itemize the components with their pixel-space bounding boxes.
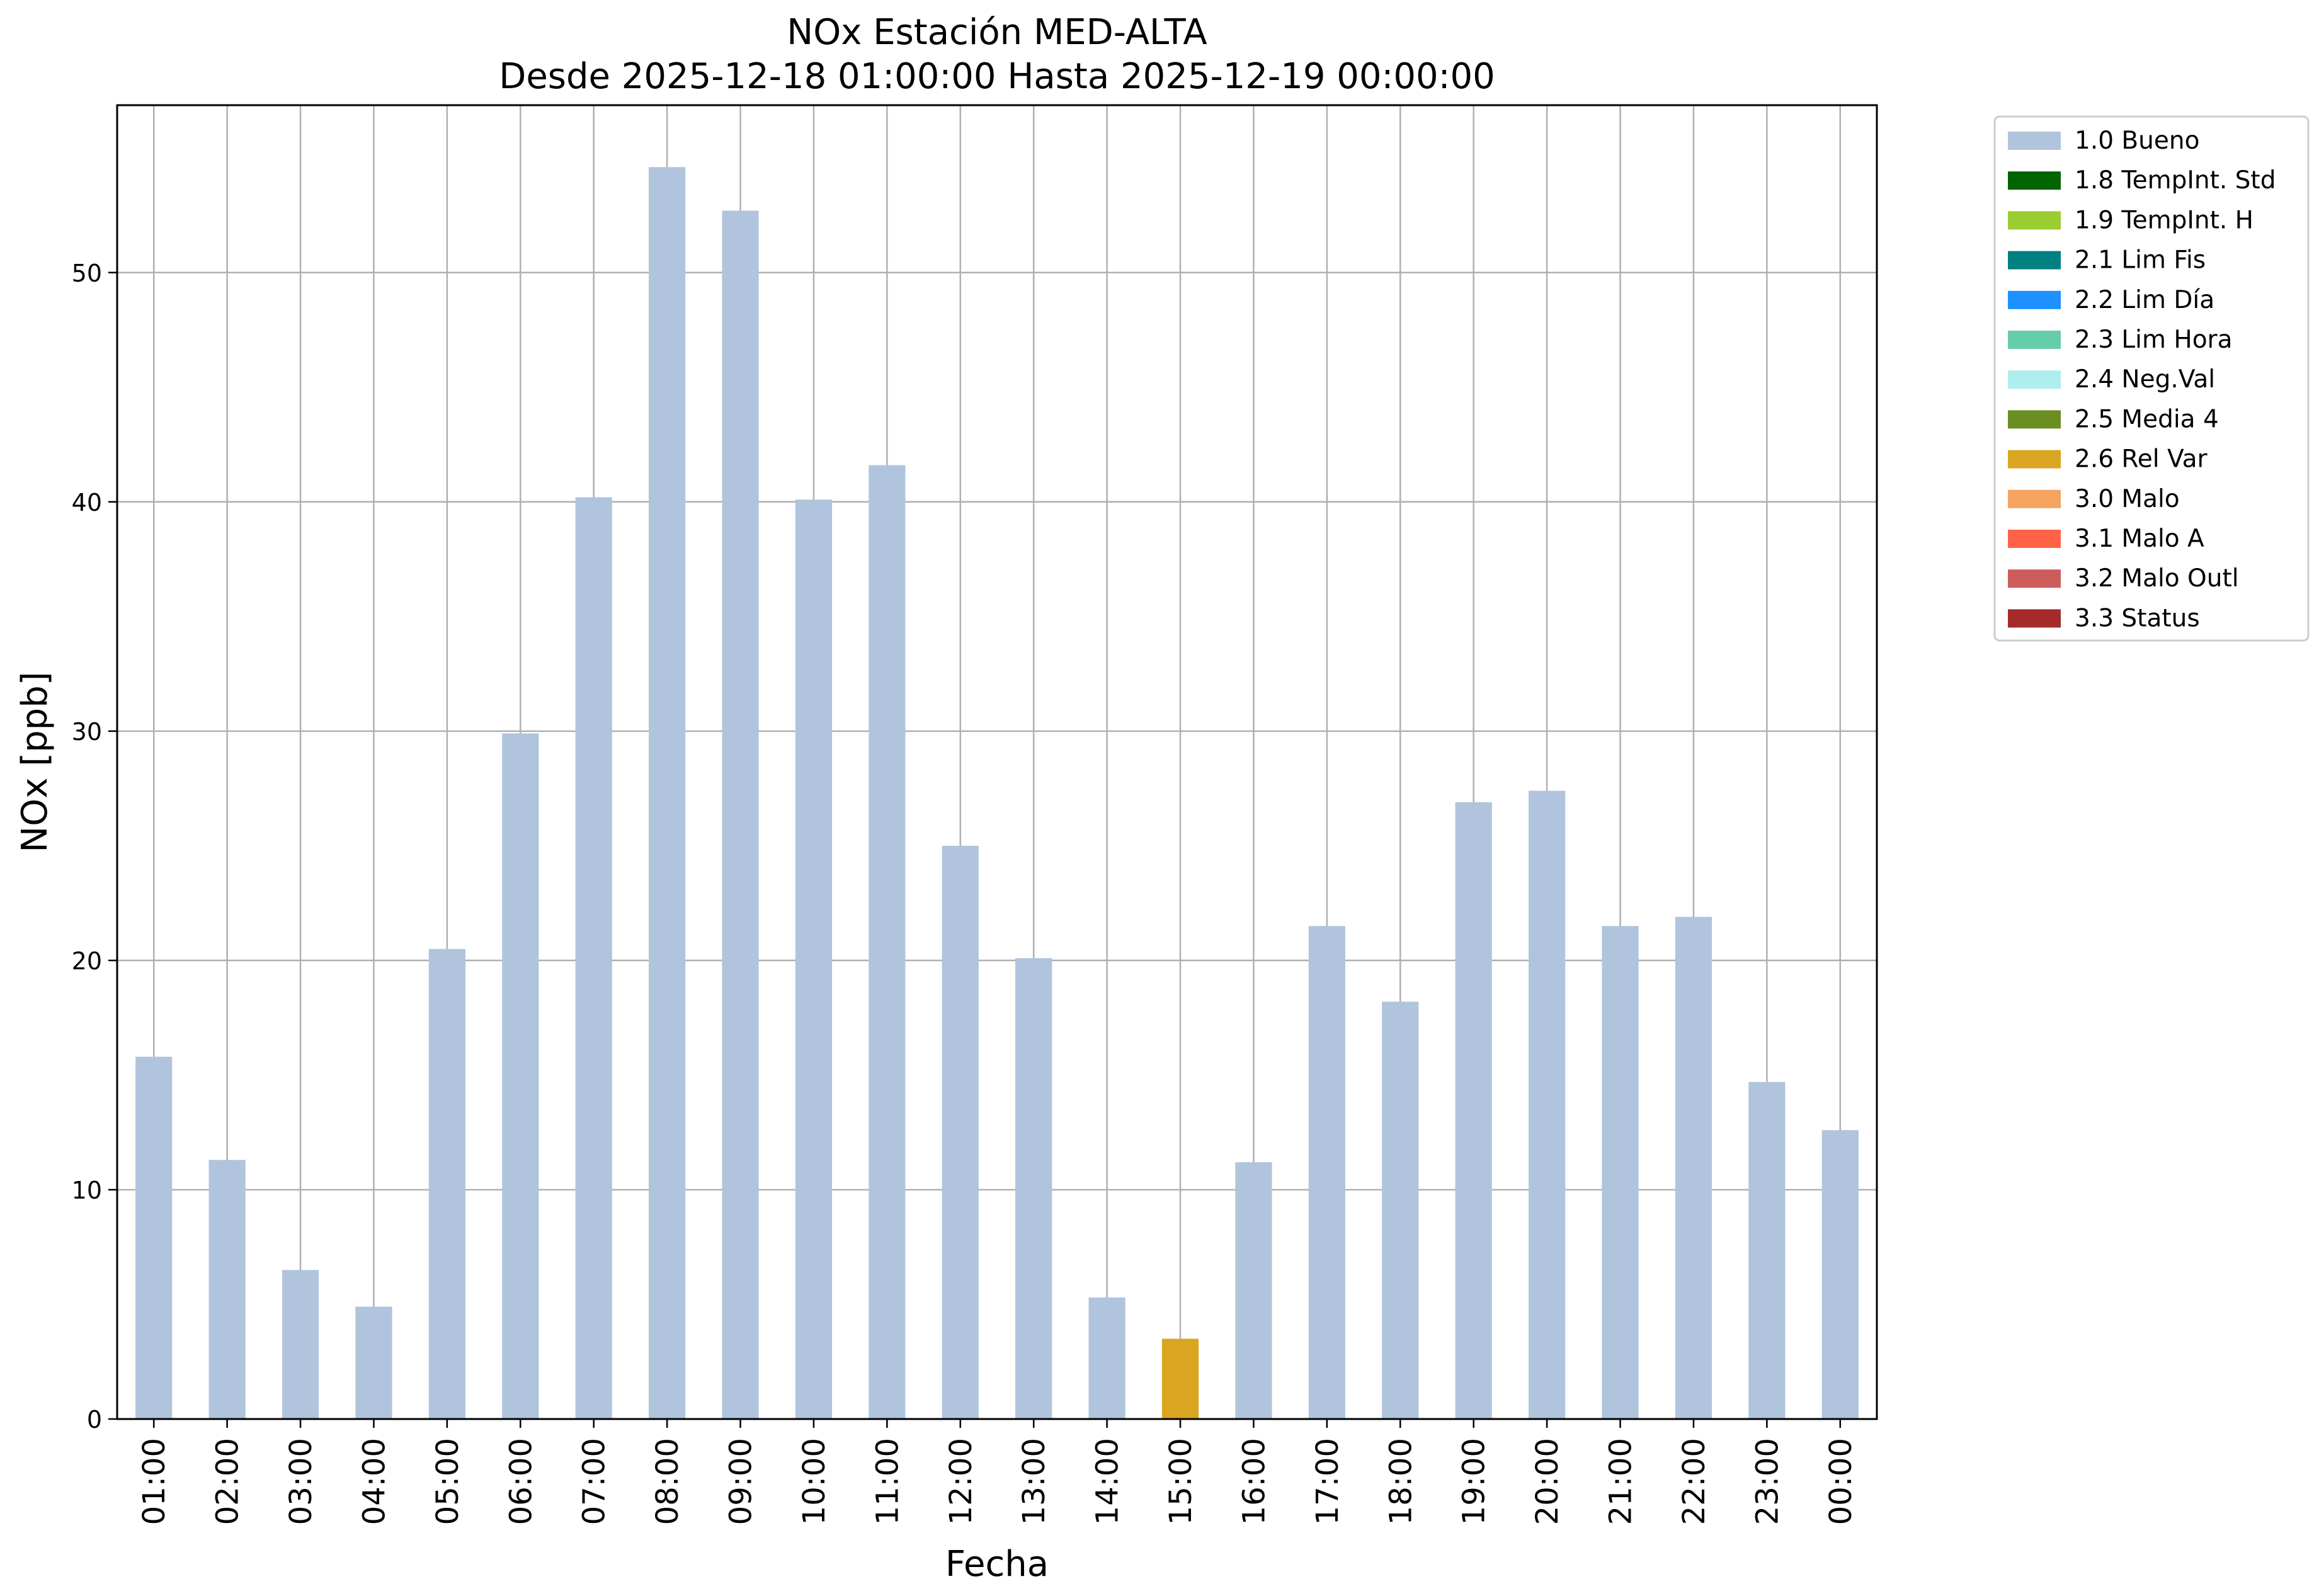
x-tick-label: 15:00 [1163, 1438, 1199, 1525]
bar [282, 1270, 319, 1419]
y-tick-label: 40 [72, 489, 102, 516]
bar [135, 1056, 173, 1419]
x-tick-label: 08:00 [650, 1438, 685, 1525]
bar [722, 210, 759, 1420]
legend-label: 3.3 Status [2075, 604, 2200, 632]
legend-swatch [2008, 609, 2061, 628]
y-tick-label: 50 [72, 259, 102, 287]
bar [1235, 1162, 1272, 1419]
x-axis-label: Fecha [945, 1544, 1049, 1585]
bar [1821, 1130, 1859, 1419]
x-tick-label: 07:00 [577, 1438, 612, 1525]
legend-label: 1.8 TempInt. Std [2075, 166, 2276, 195]
x-tick-label: 20:00 [1530, 1438, 1565, 1525]
x-tick-label: 12:00 [943, 1438, 979, 1525]
legend-box [1993, 115, 2310, 642]
x-tick-label: 21:00 [1604, 1438, 1639, 1525]
bar [1015, 958, 1052, 1419]
y-axis: 0 10 20 30 40 50 [72, 259, 117, 1434]
legend-swatch [2008, 331, 2061, 349]
bar [1161, 1338, 1199, 1419]
x-tick-label: 14:00 [1090, 1438, 1125, 1525]
bar [1529, 790, 1566, 1419]
bar [1675, 916, 1712, 1419]
legend-label: 1.9 TempInt. H [2075, 206, 2253, 234]
legend-label: 2.4 Neg.Val [2075, 365, 2215, 394]
bar [355, 1306, 392, 1419]
legend-swatch [2008, 489, 2061, 508]
x-tick-label: 17:00 [1310, 1438, 1345, 1525]
legend-swatch [2008, 370, 2061, 389]
x-tick-label: 02:00 [210, 1438, 246, 1525]
legend-label: 2.2 Lim Día [2075, 286, 2214, 314]
x-tick-label: 19:00 [1457, 1438, 1492, 1525]
y-tick-label: 0 [87, 1406, 102, 1434]
bar [795, 499, 833, 1419]
plot-frame [116, 104, 1878, 1420]
x-tick-label: 16:00 [1236, 1438, 1272, 1525]
x-tick-label: 06:00 [503, 1438, 538, 1525]
x-tick-label: 03:00 [283, 1438, 319, 1525]
bar [1088, 1297, 1125, 1419]
legend-label: 2.6 Rel Var [2075, 445, 2208, 474]
legend-swatch [2008, 530, 2061, 548]
x-tick-label: 04:00 [356, 1438, 392, 1525]
x-tick-label: 22:00 [1677, 1438, 1712, 1525]
bar [1308, 926, 1345, 1419]
x-tick-label: 23:00 [1750, 1438, 1785, 1525]
bar [575, 497, 612, 1419]
x-tick-label: 01:00 [137, 1438, 172, 1525]
legend-label: 2.3 Lim Hora [2075, 326, 2233, 354]
bar [1748, 1081, 1786, 1419]
legend-swatch [2008, 569, 2061, 588]
x-tick-label: 10:00 [797, 1438, 832, 1525]
y-axis-label: NOx [ppb] [14, 671, 55, 852]
bar [208, 1160, 246, 1419]
x-tick-label: 09:00 [724, 1438, 759, 1525]
bar [1382, 1001, 1419, 1419]
legend-swatch [2008, 171, 2061, 190]
legend-swatch [2008, 251, 2061, 270]
chart-title: NOx Estación MED-ALTA [787, 12, 1207, 53]
bar [1602, 926, 1639, 1419]
legend-label: 2.1 Lim Fis [2075, 246, 2206, 275]
bars [135, 167, 1859, 1420]
legend: 1.0 Bueno 1.8 TempInt. Std 1.9 TempInt. H 2… [1993, 115, 2310, 642]
legend-swatch [2008, 410, 2061, 429]
x-tick-label: 00:00 [1823, 1438, 1859, 1525]
bar [942, 845, 979, 1419]
legend-swatch [2008, 211, 2061, 230]
legend-label: 3.1 Malo A [2075, 525, 2204, 553]
x-tick-label: 18:00 [1383, 1438, 1418, 1525]
bar [428, 949, 465, 1419]
legend-label: 3.0 Malo [2075, 485, 2180, 513]
legend-swatch [2008, 132, 2061, 150]
x-axis: 01:00 02:00 03:00 04:00 05:00 06:00 07:00 08:00… [137, 1419, 1859, 1525]
y-tick-label: 20 [72, 947, 102, 975]
y-tick-label: 30 [72, 718, 102, 746]
legend-label: 1.0 Bueno [2075, 127, 2199, 155]
bar [1455, 802, 1492, 1419]
y-tick-label: 10 [72, 1177, 102, 1204]
legend-swatch [2008, 450, 2061, 469]
bar [649, 167, 686, 1419]
legend-label: 3.2 Malo Outl [2075, 564, 2239, 593]
legend-label: 2.5 Media 4 [2075, 405, 2219, 433]
chart-subtitle: Desde 2025-12-18 01:00:00 Hasta 2025-12-… [499, 56, 1495, 97]
bar [869, 465, 906, 1420]
legend-swatch [2008, 290, 2061, 309]
x-tick-label: 13:00 [1017, 1438, 1052, 1525]
x-tick-label: 11:00 [870, 1438, 905, 1525]
bar [502, 733, 539, 1419]
x-tick-label: 05:00 [430, 1438, 465, 1525]
